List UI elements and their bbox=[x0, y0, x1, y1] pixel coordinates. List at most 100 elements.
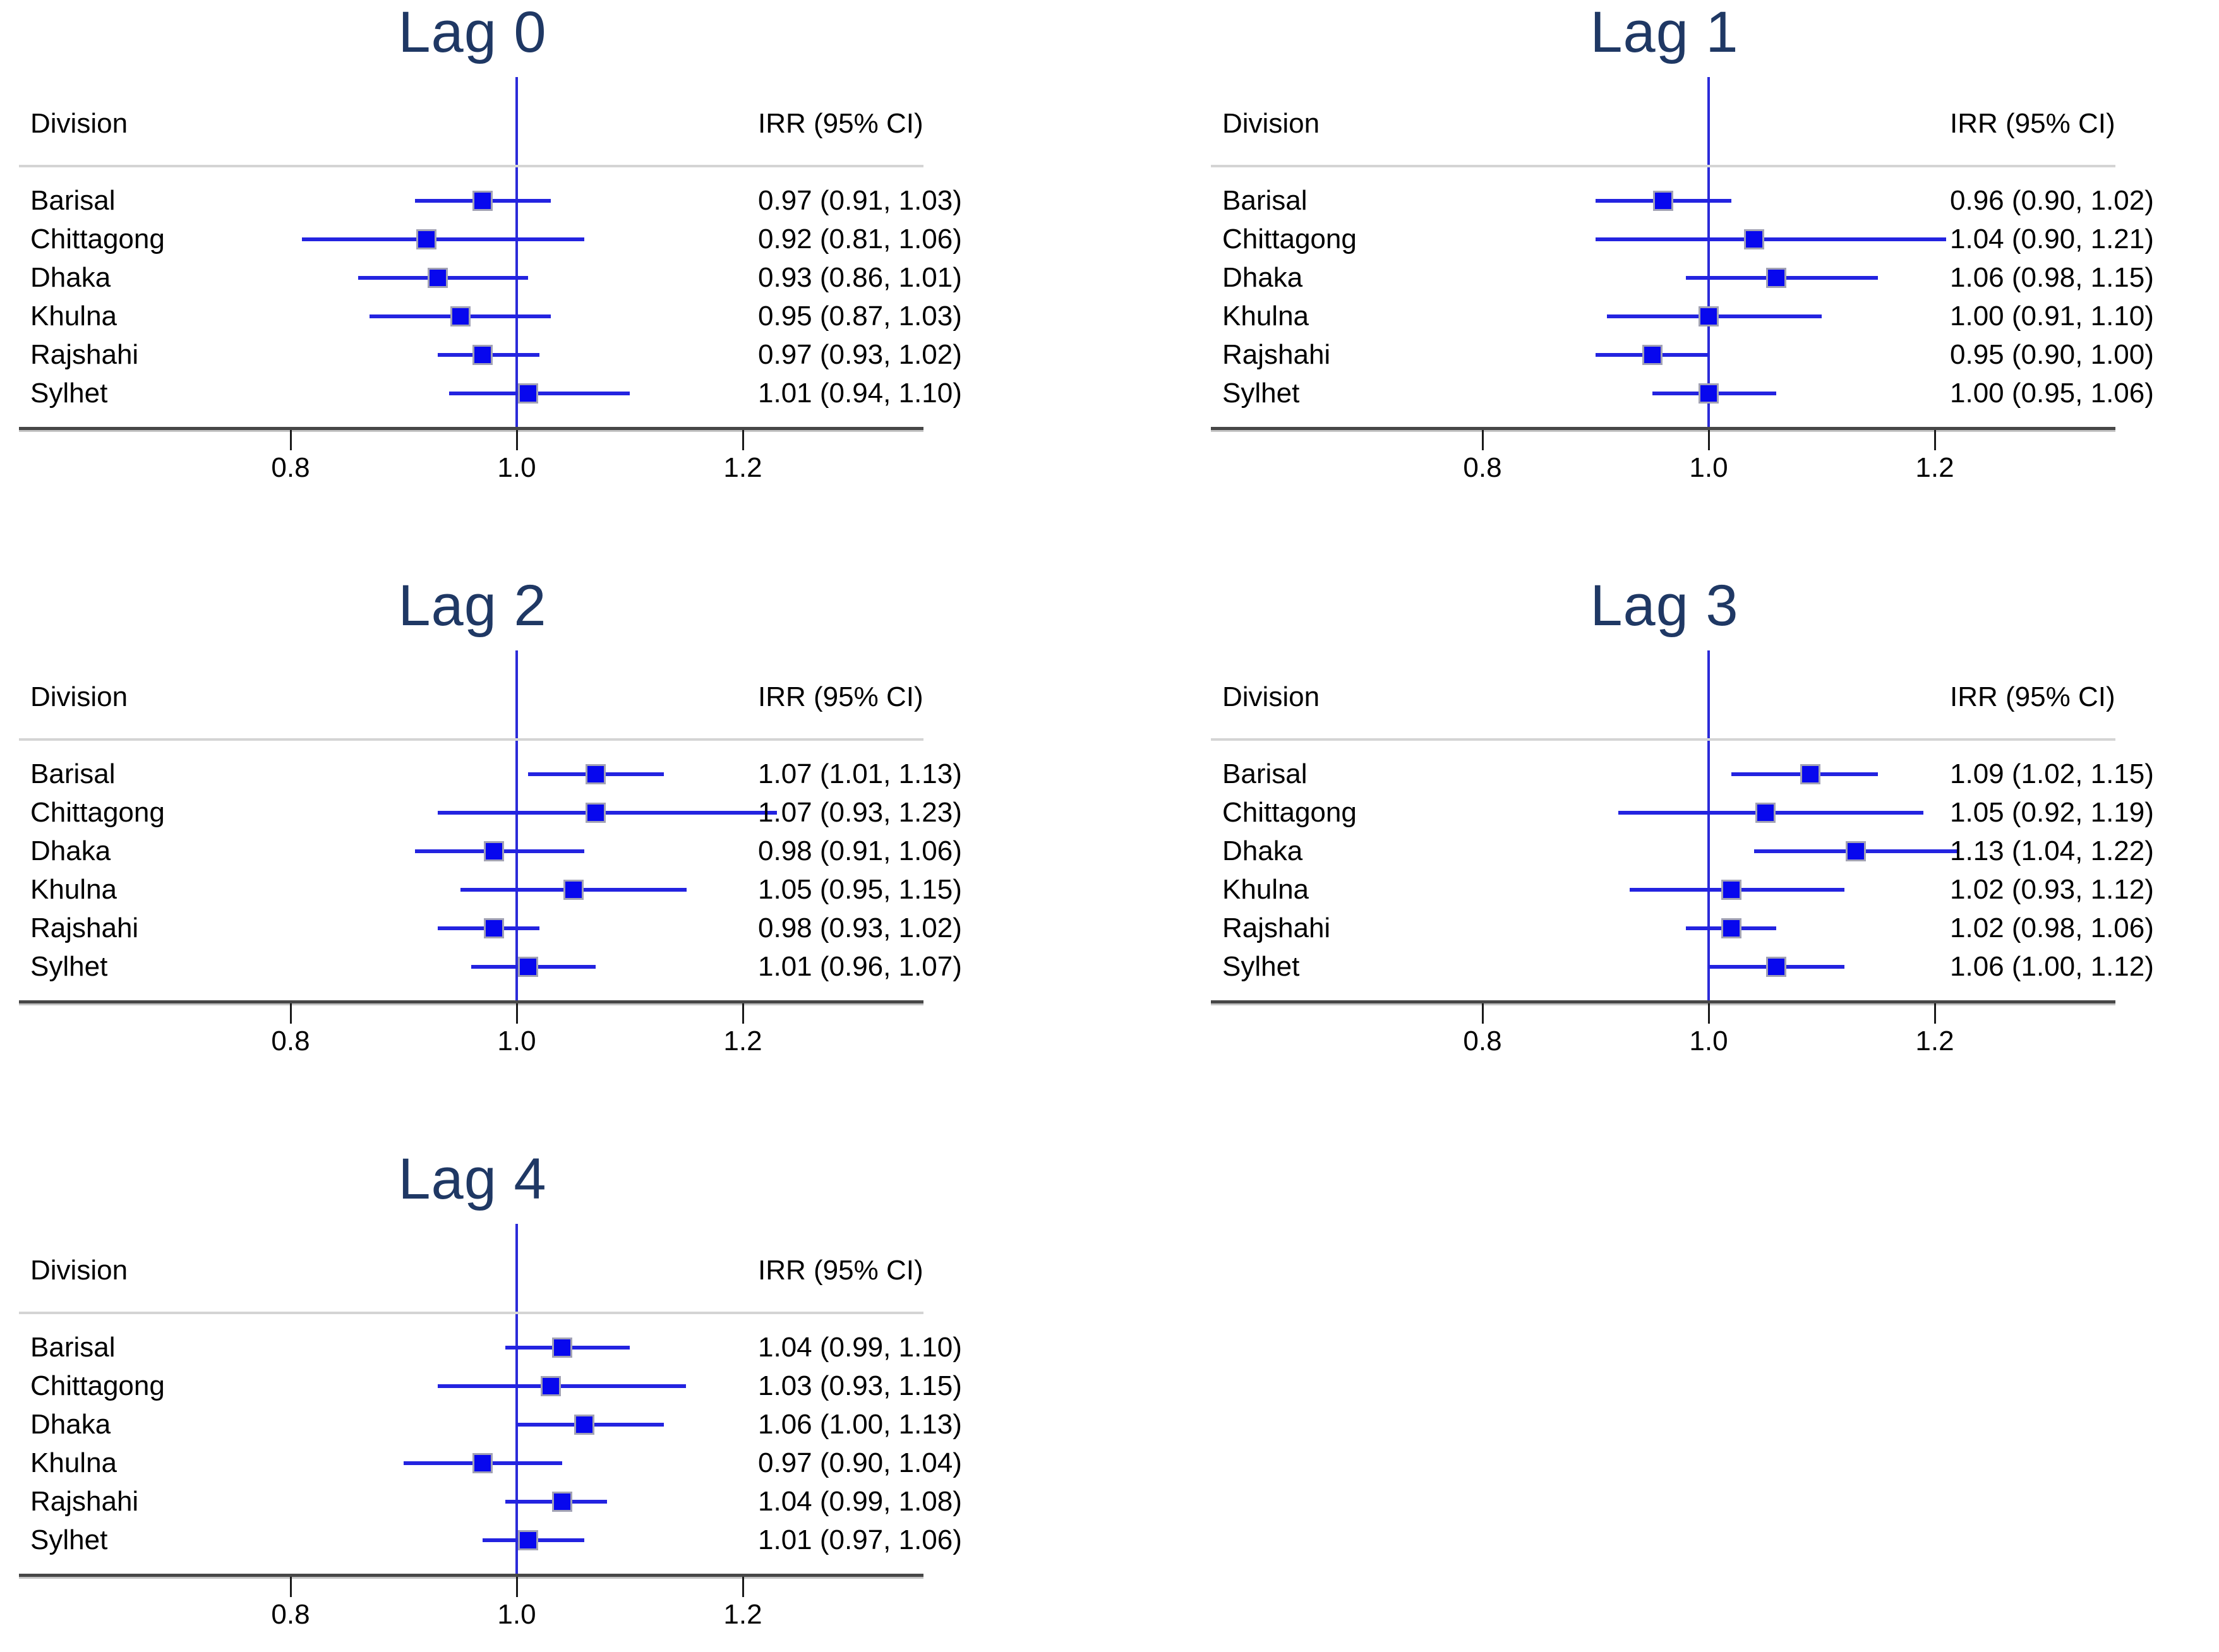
point-estimate-marker bbox=[1653, 191, 1674, 211]
division-label: Chittagong bbox=[1222, 797, 1357, 828]
division-label: Barisal bbox=[1222, 185, 1308, 216]
x-axis-tick-mark bbox=[1708, 1003, 1710, 1024]
x-axis-tick-label: 0.8 bbox=[271, 1026, 310, 1056]
header-separator bbox=[1211, 738, 2115, 741]
point-estimate-marker bbox=[1766, 268, 1787, 288]
irr-ci-value: 0.95 (0.90, 1.00) bbox=[1950, 339, 2154, 370]
point-estimate-marker bbox=[551, 1338, 572, 1358]
x-axis-tick-mark bbox=[742, 1003, 744, 1024]
irr-ci-value: 1.06 (1.00, 1.13) bbox=[758, 1409, 962, 1440]
division-label: Rajshahi bbox=[1222, 913, 1331, 943]
panel-title: Lag 1 bbox=[1590, 0, 1739, 64]
irr-ci-value: 1.06 (0.98, 1.15) bbox=[1950, 262, 2154, 293]
division-label: Dhaka bbox=[30, 835, 111, 866]
x-axis-tick-mark bbox=[1708, 430, 1710, 450]
point-estimate-marker bbox=[472, 345, 493, 365]
division-label: Chittagong bbox=[30, 797, 165, 828]
irr-ci-value: 0.97 (0.93, 1.02) bbox=[758, 339, 962, 370]
point-estimate-marker bbox=[586, 764, 606, 784]
x-axis-line bbox=[19, 1000, 923, 1003]
point-estimate-marker bbox=[551, 1492, 572, 1512]
x-axis-tick-mark bbox=[1934, 1003, 1936, 1024]
x-axis-tick-label: 0.8 bbox=[1463, 452, 1502, 483]
division-label: Khulna bbox=[30, 1447, 117, 1478]
division-label: Barisal bbox=[30, 185, 116, 216]
point-estimate-marker bbox=[563, 880, 584, 900]
point-estimate-marker bbox=[517, 1530, 538, 1550]
reference-line bbox=[515, 1224, 518, 1574]
division-label: Sylhet bbox=[1222, 951, 1300, 982]
point-estimate-marker bbox=[472, 191, 493, 211]
x-axis-line bbox=[19, 1574, 923, 1577]
x-axis-tick-mark bbox=[1934, 430, 1936, 450]
x-axis-tick-label: 0.8 bbox=[271, 1599, 310, 1630]
x-axis-tick-mark bbox=[516, 1577, 518, 1597]
irr-ci-value: 0.98 (0.91, 1.06) bbox=[758, 835, 962, 866]
division-label: Dhaka bbox=[1222, 835, 1303, 866]
confidence-interval-line bbox=[437, 811, 777, 815]
header-separator bbox=[1211, 165, 2115, 167]
point-estimate-marker bbox=[450, 306, 471, 326]
forest-panel-lag-0: Lag 0 Division IRR (95% CI) Barisal 0.97 (0.… bbox=[0, 0, 1027, 505]
confidence-interval-line bbox=[301, 237, 585, 241]
irr-ci-value: 0.97 (0.91, 1.03) bbox=[758, 185, 962, 216]
division-label: Khulna bbox=[30, 874, 117, 905]
irr-ci-value: 1.06 (1.00, 1.12) bbox=[1950, 951, 2154, 982]
irr-ci-value: 1.05 (0.92, 1.19) bbox=[1950, 797, 2154, 828]
division-label: Barisal bbox=[30, 758, 116, 789]
panel-title: Lag 0 bbox=[398, 0, 547, 64]
irr-ci-value: 1.09 (1.02, 1.15) bbox=[1950, 758, 2154, 789]
confidence-interval-line bbox=[448, 392, 630, 395]
point-estimate-marker bbox=[484, 841, 505, 861]
division-label: Chittagong bbox=[1222, 224, 1357, 254]
irr-ci-value: 1.04 (0.99, 1.10) bbox=[758, 1332, 962, 1363]
x-axis-tick-label: 1.0 bbox=[1689, 452, 1728, 483]
point-estimate-marker bbox=[1845, 841, 1866, 861]
x-axis-tick-label: 1.0 bbox=[497, 452, 536, 483]
point-estimate-marker bbox=[427, 268, 448, 288]
irr-ci-value: 0.98 (0.93, 1.02) bbox=[758, 913, 962, 943]
column-header-division: Division bbox=[30, 681, 128, 712]
division-label: Sylhet bbox=[1222, 378, 1300, 409]
header-separator bbox=[19, 1312, 923, 1314]
x-axis-tick-label: 0.8 bbox=[1463, 1026, 1502, 1056]
x-axis-line bbox=[1211, 427, 2115, 430]
x-axis-tick-mark bbox=[290, 1003, 292, 1024]
division-label: Barisal bbox=[1222, 758, 1308, 789]
panel-title: Lag 2 bbox=[398, 573, 547, 638]
x-axis-tick-mark bbox=[516, 430, 518, 450]
point-estimate-marker bbox=[472, 1453, 493, 1473]
point-estimate-marker bbox=[586, 803, 606, 823]
point-estimate-marker bbox=[517, 383, 538, 404]
x-axis-tick-label: 1.2 bbox=[723, 1599, 762, 1630]
irr-ci-value: 0.96 (0.90, 1.02) bbox=[1950, 185, 2154, 216]
x-axis-tick-label: 0.8 bbox=[271, 452, 310, 483]
irr-ci-value: 1.07 (0.93, 1.23) bbox=[758, 797, 962, 828]
point-estimate-marker bbox=[1755, 803, 1776, 823]
x-axis-tick-mark bbox=[1482, 430, 1484, 450]
irr-ci-value: 1.07 (1.01, 1.13) bbox=[758, 758, 962, 789]
x-axis-tick-label: 1.2 bbox=[1915, 452, 1954, 483]
irr-ci-value: 1.03 (0.93, 1.15) bbox=[758, 1370, 962, 1401]
x-axis-tick-label: 1.0 bbox=[497, 1026, 536, 1056]
division-label: Sylhet bbox=[30, 1524, 108, 1555]
point-estimate-marker bbox=[540, 1376, 561, 1396]
division-label: Sylhet bbox=[30, 378, 108, 409]
irr-ci-value: 0.93 (0.86, 1.01) bbox=[758, 262, 962, 293]
forest-panel-lag-1: Lag 1 Division IRR (95% CI) Barisal 0.96 (0.… bbox=[1192, 0, 2219, 505]
x-axis-tick-label: 1.2 bbox=[723, 1026, 762, 1056]
point-estimate-marker bbox=[1743, 229, 1764, 249]
header-separator bbox=[19, 165, 923, 167]
division-label: Chittagong bbox=[30, 1370, 165, 1401]
point-estimate-marker bbox=[1699, 306, 1719, 326]
forest-panel-lag-3: Lag 3 Division IRR (95% CI) Barisal 1.09 (1.… bbox=[1192, 573, 2219, 1079]
irr-ci-value: 1.05 (0.95, 1.15) bbox=[758, 874, 962, 905]
division-label: Rajshahi bbox=[1222, 339, 1331, 370]
column-header-irr: IRR (95% CI) bbox=[758, 681, 923, 712]
irr-ci-value: 1.01 (0.97, 1.06) bbox=[758, 1524, 962, 1555]
division-label: Rajshahi bbox=[30, 339, 139, 370]
x-axis-tick-label: 1.0 bbox=[497, 1599, 536, 1630]
forest-panel-lag-2: Lag 2 Division IRR (95% CI) Barisal 1.07 (1.… bbox=[0, 573, 1027, 1079]
x-axis-tick-mark bbox=[516, 1003, 518, 1024]
division-label: Khulna bbox=[1222, 301, 1309, 332]
